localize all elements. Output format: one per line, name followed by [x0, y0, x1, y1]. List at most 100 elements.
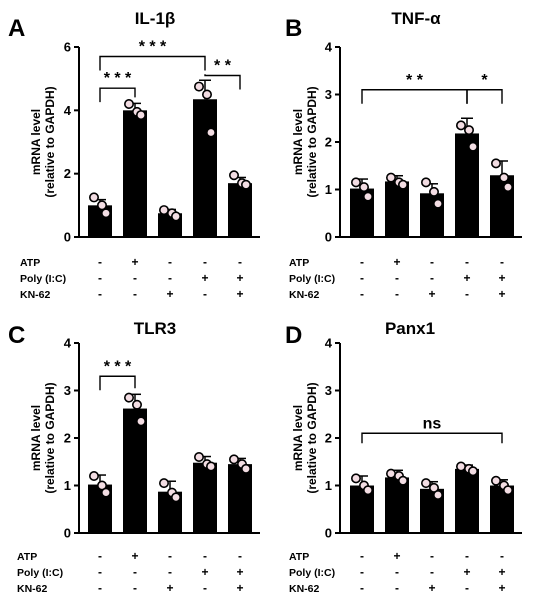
panel-c: C TLR3 mRNA level (relative to GAPDH) 0 1 2 3 4 *…: [8, 319, 260, 595]
condition-mark: +: [236, 287, 243, 301]
y-axis-label: mRNA level (relative to GAPDH): [29, 382, 57, 493]
data-point: [420, 478, 431, 489]
data-point: [194, 451, 205, 462]
condition-label: KN-62: [17, 583, 48, 595]
data-point: [420, 177, 431, 188]
condition-mark: +: [236, 565, 243, 579]
condition-mark: -: [360, 255, 364, 269]
y-tick-label: 3: [64, 383, 71, 398]
data-point: [97, 200, 108, 211]
bar: [193, 99, 217, 237]
condition-mark: -: [203, 255, 207, 269]
y-axis-label: mRNA level (relative to GAPDH): [291, 86, 319, 197]
condition-mark: -: [430, 255, 434, 269]
data-point: [362, 485, 373, 496]
significance-label: * *: [214, 58, 232, 75]
data-point: [206, 461, 217, 472]
condition-mark: -: [203, 581, 207, 595]
condition-mark: -: [98, 565, 102, 579]
condition-mark: -: [465, 255, 469, 269]
condition-mark: -: [133, 287, 137, 301]
y-axis-label-line-2: (relative to GAPDH): [43, 382, 57, 493]
data-point: [350, 177, 361, 188]
condition-mark: -: [133, 565, 137, 579]
y-tick-label: 0: [64, 526, 71, 541]
significance-bracket: [361, 89, 468, 104]
condition-label: ATP: [289, 257, 309, 269]
condition-label: KN-62: [289, 583, 320, 595]
data-point: [490, 475, 501, 486]
data-point: [502, 182, 513, 193]
condition-mark: -: [360, 581, 364, 595]
condition-mark: -: [395, 565, 399, 579]
data-point: [229, 454, 240, 465]
y-tick-label: 0: [64, 230, 71, 245]
condition-label: Poly (I:C): [289, 273, 335, 285]
data-point: [467, 141, 478, 152]
condition-mark: +: [236, 271, 243, 285]
condition-mark: -: [465, 287, 469, 301]
data-point: [432, 489, 443, 500]
data-point: [397, 179, 408, 190]
y-tick-label: 0: [325, 230, 332, 245]
condition-mark: +: [236, 581, 243, 595]
condition-mark: +: [498, 565, 505, 579]
bar: [385, 181, 409, 237]
bar: [123, 408, 147, 533]
data-point: [136, 110, 147, 121]
y-tick-label: 2: [64, 166, 71, 181]
condition-mark: +: [428, 581, 435, 595]
data-point: [194, 81, 205, 92]
condition-mark: -: [98, 549, 102, 563]
data-point: [463, 125, 474, 136]
condition-mark: -: [133, 581, 137, 595]
panel-letter: B: [285, 15, 302, 42]
condition-mark: +: [201, 565, 208, 579]
data-point: [455, 461, 466, 472]
data-point: [498, 172, 509, 183]
significance-label: *: [481, 72, 488, 89]
condition-mark: -: [430, 565, 434, 579]
data-point: [89, 192, 100, 203]
panel-a: A IL-1β mRNA level (relative to GAPDH) 0 2 4 6 *…: [8, 9, 260, 301]
condition-mark: -: [168, 255, 172, 269]
condition-mark: -: [133, 271, 137, 285]
significance-label: ns: [423, 415, 442, 432]
significance-label: * *: [406, 72, 424, 89]
condition-mark: +: [498, 581, 505, 595]
condition-mark: +: [166, 287, 173, 301]
condition-label: Poly (I:C): [20, 273, 66, 285]
condition-mark: +: [498, 287, 505, 301]
y-axis-label-line-2: (relative to GAPDH): [305, 86, 319, 197]
y-tick-label: 4: [64, 336, 72, 351]
condition-mark: -: [360, 565, 364, 579]
condition-label: KN-62: [289, 289, 320, 301]
condition-mark: -: [430, 271, 434, 285]
data-point: [132, 399, 143, 410]
significance-bracket: [99, 87, 136, 103]
y-axis-label-line-1: mRNA level: [291, 109, 305, 175]
y-axis-label-line-1: mRNA level: [291, 405, 305, 471]
bar: [228, 464, 252, 533]
y-tick-label: 2: [325, 135, 332, 150]
y-tick-label: 3: [325, 87, 332, 102]
y-tick-label: 2: [325, 431, 332, 446]
data-point: [124, 99, 135, 110]
panel-title: TNF-α: [391, 9, 441, 28]
condition-mark: +: [166, 581, 173, 595]
condition-mark: +: [393, 255, 400, 269]
data-point: [428, 186, 439, 197]
condition-mark: -: [500, 255, 504, 269]
condition-mark: -: [168, 565, 172, 579]
significance-label: * * *: [104, 358, 132, 375]
y-axis-label: mRNA level (relative to GAPDH): [291, 382, 319, 493]
condition-mark: +: [463, 271, 470, 285]
panel-title: IL-1β: [135, 9, 176, 28]
y-tick-label: 4: [64, 103, 72, 118]
y-axis-label: mRNA level (relative to GAPDH): [29, 86, 57, 197]
condition-mark: -: [203, 549, 207, 563]
data-point: [159, 478, 170, 489]
data-point: [171, 492, 182, 503]
data-point: [101, 487, 112, 498]
